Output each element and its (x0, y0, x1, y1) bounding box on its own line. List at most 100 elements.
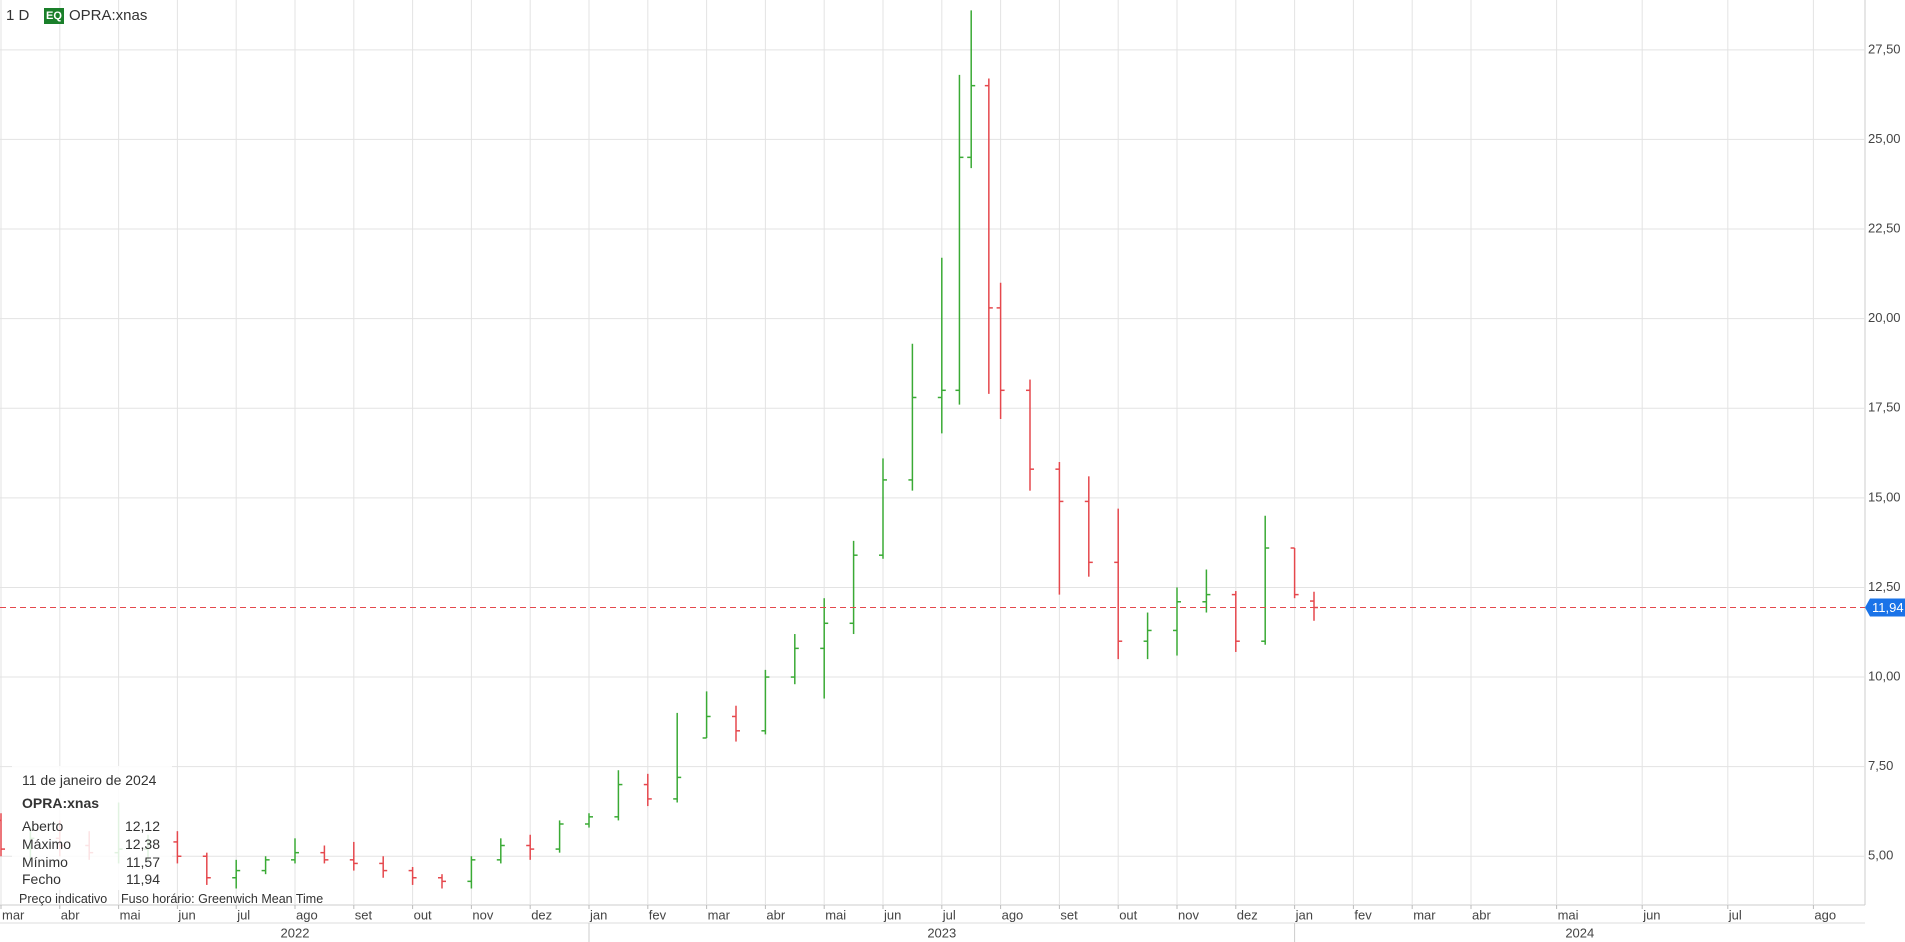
ohlc-bar (202, 852, 211, 885)
year-label: 2024 (1565, 925, 1594, 940)
ohlc-bar (349, 841, 358, 871)
x-tick-label: mar (708, 907, 731, 922)
ohlc-bar (732, 705, 740, 742)
ohlc-bar (526, 834, 535, 860)
year-label: 2023 (927, 925, 956, 940)
y-tick-label: 7,50 (1868, 758, 1893, 773)
ohlc-bar (790, 634, 799, 685)
info-label: Fecho (22, 871, 61, 887)
ohlc-bar (173, 831, 182, 864)
y-tick-label: 15,00 (1868, 489, 1901, 504)
x-tick-label: ago (1002, 907, 1024, 922)
ohlc-bar (408, 867, 417, 885)
ohlc-bar (967, 10, 976, 169)
x-tick-label: ago (1814, 907, 1836, 922)
footer-timezone: Fuso horário: Greenwich Mean Time (121, 892, 324, 906)
ohlc-bar (1310, 591, 1319, 621)
x-tick-label: set (355, 907, 373, 922)
x-tick-label: mai (1558, 907, 1579, 922)
ohlc-bar (1084, 476, 1093, 577)
ohlc-bar (320, 845, 329, 864)
ohlc-bar (1143, 612, 1152, 660)
ohlc-bar (879, 458, 887, 559)
y-tick-label: 17,50 (1868, 400, 1901, 415)
ohlc-bar (955, 74, 964, 405)
ohlc-bar (261, 856, 270, 875)
ohlc-bar (1202, 569, 1211, 613)
ohlc-bar (761, 669, 770, 735)
x-tick-label: jun (177, 907, 195, 922)
x-tick-label: mai (825, 907, 846, 922)
y-tick-label: 10,00 (1868, 668, 1901, 683)
x-tick-label: jul (1728, 907, 1742, 922)
ohlc-bar (1055, 461, 1064, 595)
info-value: 11,94 (126, 871, 160, 887)
symbol[interactable]: OPRA:xnas (69, 7, 148, 24)
ohlc-bar (585, 813, 593, 828)
ohlc-bar (996, 282, 1005, 419)
x-tick-label: dez (1237, 907, 1258, 922)
ohlc-bar (820, 598, 829, 699)
ohlc-bar (1173, 587, 1181, 656)
x-tick-label: out (414, 907, 432, 922)
x-tick-label: abr (1472, 907, 1491, 922)
x-tick-label: mai (120, 907, 141, 922)
info-value: 12,38 (124, 836, 160, 852)
ohlc-bar (984, 78, 993, 394)
ohlc-bar (438, 874, 446, 889)
ohlc-bar (1026, 379, 1034, 491)
last-price-pointer (1865, 598, 1905, 617)
info-symbol: OPRA:xnas (22, 795, 100, 811)
ohlc-bar (673, 712, 682, 803)
y-tick-label: 22,50 (1868, 220, 1901, 235)
y-tick-label: 12,50 (1868, 579, 1901, 594)
ohlc-bar (1114, 508, 1123, 660)
x-tick-label: jan (1295, 907, 1313, 922)
x-tick-label: nov (472, 907, 493, 922)
badge: EQ (44, 8, 64, 24)
info-label: Aberto (22, 818, 64, 834)
ohlc-bar (379, 856, 388, 878)
x-tick-label: nov (1178, 907, 1199, 922)
y-tick-label: 5,00 (1868, 848, 1893, 863)
x-tick-label: mar (2, 907, 25, 922)
x-tick-label: abr (61, 907, 80, 922)
x-tick-label: jan (589, 907, 607, 922)
ohlc-bar (1231, 591, 1240, 652)
ohlc-bar (908, 343, 917, 491)
y-tick-label: 25,00 (1868, 131, 1901, 146)
info-label: Mínimo (22, 854, 68, 870)
info-label: Máximo (22, 836, 72, 852)
last-price-label: 11,94 (1872, 600, 1904, 615)
ohlc-bar (937, 257, 946, 434)
ohlc-bar (614, 770, 623, 821)
footer-note: Preço indicativo (19, 892, 108, 906)
x-tick-label: out (1119, 907, 1137, 922)
x-tick-label: jul (942, 907, 956, 922)
ohlc-bar (643, 773, 652, 807)
x-tick-label: mar (1413, 907, 1436, 922)
ohlc-bar (291, 838, 299, 864)
interval[interactable]: 1 D (6, 7, 30, 24)
info-value: 11,57 (126, 854, 160, 870)
ohlc-bar (467, 856, 476, 889)
x-tick-label: fev (1354, 907, 1372, 922)
ohlc-bar (555, 820, 564, 853)
ohlc-bar (496, 838, 505, 864)
ohlc-bar (0, 813, 5, 857)
x-tick-label: abr (766, 907, 785, 922)
ohlc-bar (1261, 515, 1270, 645)
x-tick-label: jul (236, 907, 250, 922)
x-tick-label: jun (883, 907, 901, 922)
ohlc-bar (232, 859, 241, 889)
info-panel (12, 766, 172, 890)
year-label: 2022 (281, 925, 310, 940)
x-tick-label: jun (1642, 907, 1660, 922)
ohlc-bar (702, 691, 711, 739)
y-tick-label: 20,00 (1868, 310, 1901, 325)
x-tick-label: dez (531, 907, 552, 922)
x-tick-label: ago (296, 907, 318, 922)
info-value: 12,12 (124, 818, 160, 834)
